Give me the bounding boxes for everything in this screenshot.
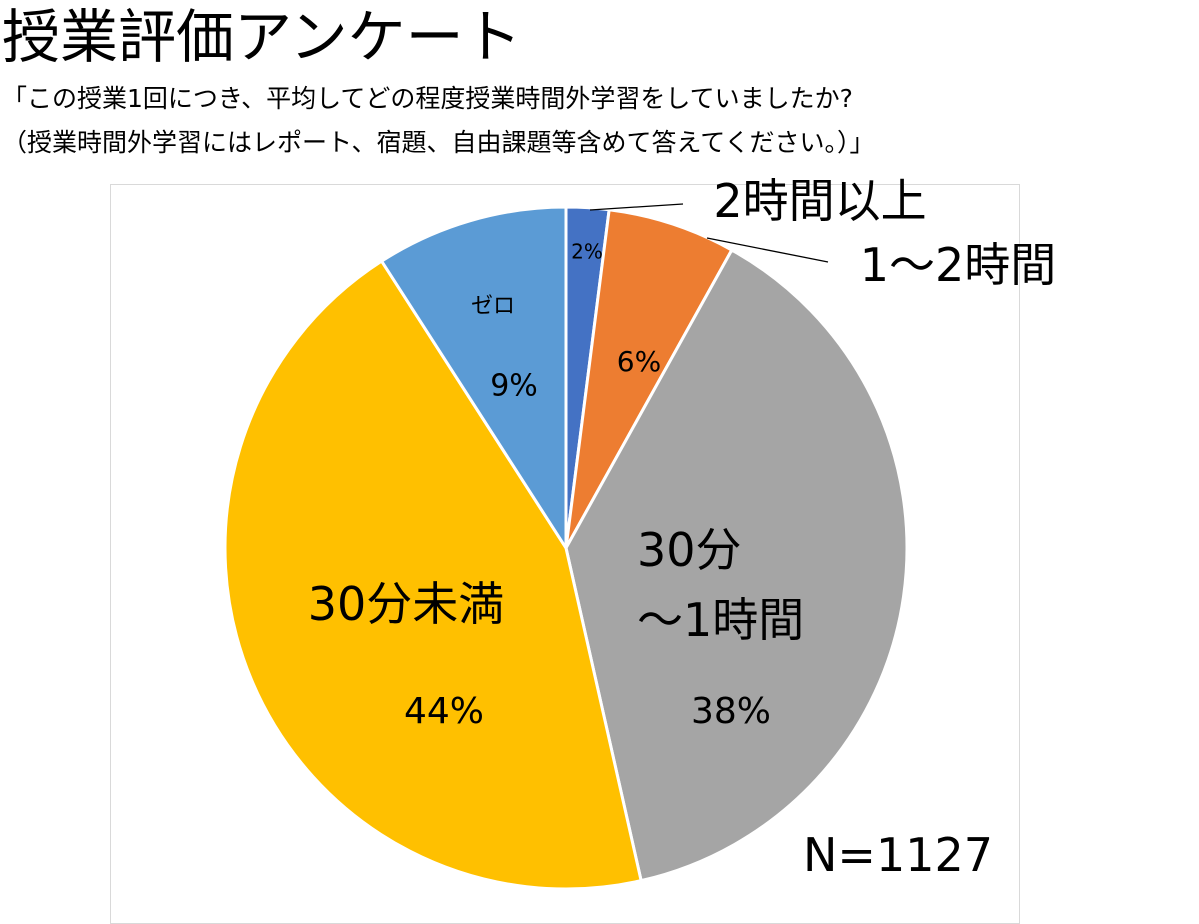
slice-label-3: 30分未満 [308, 577, 505, 631]
subtitle-note: （授業時間外学習にはレポート、宿題、自由課題等含めて答えてください。）」 [2, 128, 875, 157]
leader-line-0 [589, 203, 684, 211]
subtitle-question: 「この授業1回につき、平均してどの程度授業時間外学習をしていましたか? [2, 84, 853, 113]
slice-label-0: 2時間以上 [713, 174, 926, 228]
slice-value-label-4: 9% [490, 369, 538, 404]
slice-value-label-2: 38% [691, 691, 771, 732]
slice-value-label-0: 2% [571, 240, 603, 264]
slice-label-1: 1～2時間 [860, 238, 1057, 292]
sample-size-label: N=1127 [803, 828, 994, 882]
leader-line-1 [706, 237, 829, 263]
slice-value-label-3: 44% [404, 691, 484, 732]
page-title: 授業評価アンケート [2, 3, 522, 71]
slice-label-4: ゼロ [471, 294, 515, 319]
pie-slice-2 [564, 247, 909, 883]
pie-slice-4 [379, 205, 568, 554]
pie-slice-3 [223, 259, 643, 891]
slice-value-label-1: 6% [617, 345, 661, 378]
slice-label-2: 30分～1時間 [637, 523, 804, 647]
pie-slice-1 [564, 208, 734, 549]
